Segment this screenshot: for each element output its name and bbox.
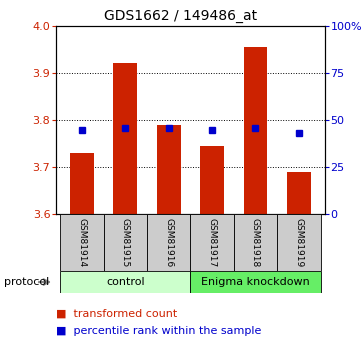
Text: GSM81914: GSM81914: [78, 218, 87, 267]
Bar: [60, 214, 104, 271]
Bar: [104, 214, 147, 271]
Bar: [244, 47, 268, 214]
Bar: [113, 63, 137, 214]
Text: Enigma knockdown: Enigma knockdown: [201, 277, 310, 287]
Bar: [234, 214, 277, 271]
Bar: [60, 271, 191, 293]
Text: ■  percentile rank within the sample: ■ percentile rank within the sample: [56, 326, 261, 336]
Bar: [277, 214, 321, 271]
Text: GSM81919: GSM81919: [294, 218, 303, 267]
Text: GSM81917: GSM81917: [208, 218, 217, 267]
Bar: [200, 146, 224, 214]
Bar: [157, 125, 180, 214]
Text: GSM81918: GSM81918: [251, 218, 260, 267]
Bar: [70, 153, 94, 214]
Text: GDS1662 / 149486_at: GDS1662 / 149486_at: [104, 9, 257, 23]
Bar: [191, 271, 321, 293]
Text: GSM81915: GSM81915: [121, 218, 130, 267]
Bar: [147, 214, 191, 271]
Text: protocol: protocol: [4, 277, 49, 287]
Text: ■  transformed count: ■ transformed count: [56, 309, 177, 319]
Text: GSM81916: GSM81916: [164, 218, 173, 267]
Text: control: control: [106, 277, 145, 287]
Bar: [287, 171, 311, 214]
Bar: [191, 214, 234, 271]
